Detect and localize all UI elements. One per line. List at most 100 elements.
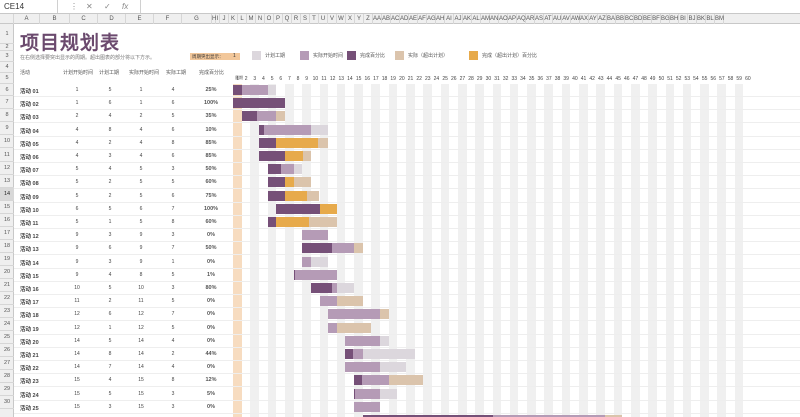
row-header-10[interactable]: 10: [0, 135, 14, 148]
column-header-ak[interactable]: AK: [463, 14, 472, 24]
column-header-p[interactable]: P: [274, 14, 283, 24]
cancel-icon[interactable]: ✕: [86, 2, 93, 11]
column-header-ar[interactable]: AR: [526, 14, 535, 24]
column-header-at[interactable]: AT: [544, 14, 553, 24]
row-header-18[interactable]: 18: [0, 240, 14, 253]
column-header-y[interactable]: Y: [355, 14, 364, 24]
row-header-8[interactable]: 8: [0, 109, 14, 122]
column-header-c[interactable]: C: [70, 14, 98, 24]
row-header-15[interactable]: 15: [0, 201, 14, 214]
column-header-ac[interactable]: AC: [391, 14, 400, 24]
row-header-2[interactable]: 2: [0, 44, 14, 51]
column-header-bk[interactable]: BK: [697, 14, 706, 24]
column-header-bg[interactable]: BG: [661, 14, 670, 24]
worksheet-grid[interactable]: 项目规划表 在右侧选择要突出显示的周期。超出图表的部分将以下方示。 周期突出显示…: [14, 24, 800, 417]
row-header-9[interactable]: 9: [0, 122, 14, 135]
column-header-an[interactable]: AN: [490, 14, 499, 24]
column-header-al[interactable]: AL: [472, 14, 481, 24]
column-header-j[interactable]: J: [220, 14, 229, 24]
column-header-ai[interactable]: AI: [445, 14, 454, 24]
column-header-r[interactable]: R: [292, 14, 301, 24]
column-header-aq[interactable]: AQ: [517, 14, 526, 24]
row-header-21[interactable]: 21: [0, 279, 14, 292]
column-header-d[interactable]: D: [98, 14, 126, 24]
row-header-24[interactable]: 24: [0, 318, 14, 331]
column-header-bb[interactable]: BB: [616, 14, 625, 24]
column-header-av[interactable]: AV: [562, 14, 571, 24]
row-header-14[interactable]: 14: [0, 188, 14, 201]
column-header-i[interactable]: I: [216, 14, 220, 24]
column-header-ag[interactable]: AG: [427, 14, 436, 24]
row-header-3[interactable]: 3: [0, 51, 14, 62]
row-header-27[interactable]: 27: [0, 357, 14, 370]
row-header-20[interactable]: 20: [0, 266, 14, 279]
row-header-26[interactable]: 26: [0, 344, 14, 357]
highlight-period-input[interactable]: 1: [233, 53, 236, 59]
row-header-1[interactable]: 1: [0, 24, 14, 44]
column-header-bc[interactable]: BC: [625, 14, 634, 24]
row-header-5[interactable]: 5: [0, 73, 14, 84]
column-header-bh[interactable]: BH: [670, 14, 679, 24]
function-icon[interactable]: fx: [122, 2, 129, 11]
row-header-11[interactable]: 11: [0, 148, 14, 162]
row-header-23[interactable]: 23: [0, 305, 14, 318]
column-header-f[interactable]: F: [154, 14, 182, 24]
column-header-ad[interactable]: AD: [400, 14, 409, 24]
column-header-ah[interactable]: AH: [436, 14, 445, 24]
column-header-ab[interactable]: AB: [382, 14, 391, 24]
column-header-aj[interactable]: AJ: [454, 14, 463, 24]
row-header-6[interactable]: 6: [0, 84, 14, 96]
column-header-s[interactable]: S: [301, 14, 310, 24]
column-header-a[interactable]: A: [14, 14, 40, 24]
column-header-l[interactable]: L: [238, 14, 247, 24]
row-header-13[interactable]: 13: [0, 175, 14, 188]
column-header-bi[interactable]: BI: [679, 14, 688, 24]
formula-input[interactable]: [140, 0, 800, 13]
column-header-aw[interactable]: AW: [571, 14, 581, 24]
column-header-g[interactable]: G: [182, 14, 212, 24]
column-header-bd[interactable]: BD: [634, 14, 643, 24]
row-header-22[interactable]: 22: [0, 292, 14, 305]
column-header-ba[interactable]: BA: [607, 14, 616, 24]
row-header-30[interactable]: 30: [0, 396, 14, 409]
row-header-19[interactable]: 19: [0, 253, 14, 266]
column-header-m[interactable]: M: [247, 14, 256, 24]
row-header-7[interactable]: 7: [0, 96, 14, 109]
column-header-q[interactable]: Q: [283, 14, 292, 24]
row-header-17[interactable]: 17: [0, 227, 14, 240]
name-box[interactable]: CE14: [0, 0, 58, 13]
column-header-au[interactable]: AU: [553, 14, 562, 24]
column-header-ao[interactable]: AO: [499, 14, 508, 24]
column-header-x[interactable]: X: [346, 14, 355, 24]
row-header-29[interactable]: 29: [0, 383, 14, 396]
column-header-as[interactable]: AS: [535, 14, 544, 24]
column-header-aa[interactable]: AA: [373, 14, 382, 24]
column-header-af[interactable]: AF: [418, 14, 427, 24]
column-header-t[interactable]: T: [310, 14, 319, 24]
column-header-o[interactable]: O: [265, 14, 274, 24]
row-header-25[interactable]: 25: [0, 331, 14, 344]
column-header-bm[interactable]: BM: [715, 14, 724, 24]
column-header-u[interactable]: U: [319, 14, 328, 24]
column-header-e[interactable]: E: [126, 14, 154, 24]
row-header-4[interactable]: 4: [0, 62, 14, 73]
column-header-bj[interactable]: BJ: [688, 14, 697, 24]
column-header-z[interactable]: Z: [364, 14, 373, 24]
column-header-ap[interactable]: AP: [508, 14, 517, 24]
column-header-bf[interactable]: BF: [652, 14, 661, 24]
column-header-v[interactable]: V: [328, 14, 337, 24]
column-header-be[interactable]: BE: [643, 14, 652, 24]
column-header-az[interactable]: AZ: [598, 14, 607, 24]
select-all-corner[interactable]: [0, 14, 14, 24]
row-header-16[interactable]: 16: [0, 214, 14, 227]
column-header-bl[interactable]: BL: [706, 14, 715, 24]
column-header-b[interactable]: B: [40, 14, 70, 24]
column-header-ax[interactable]: AX: [580, 14, 589, 24]
column-header-ay[interactable]: AY: [589, 14, 598, 24]
column-header-k[interactable]: K: [229, 14, 238, 24]
column-header-n[interactable]: N: [256, 14, 265, 24]
column-header-w[interactable]: W: [337, 14, 346, 24]
row-header-28[interactable]: 28: [0, 370, 14, 383]
enter-icon[interactable]: ✓: [104, 2, 111, 11]
column-header-h[interactable]: H: [212, 14, 217, 24]
